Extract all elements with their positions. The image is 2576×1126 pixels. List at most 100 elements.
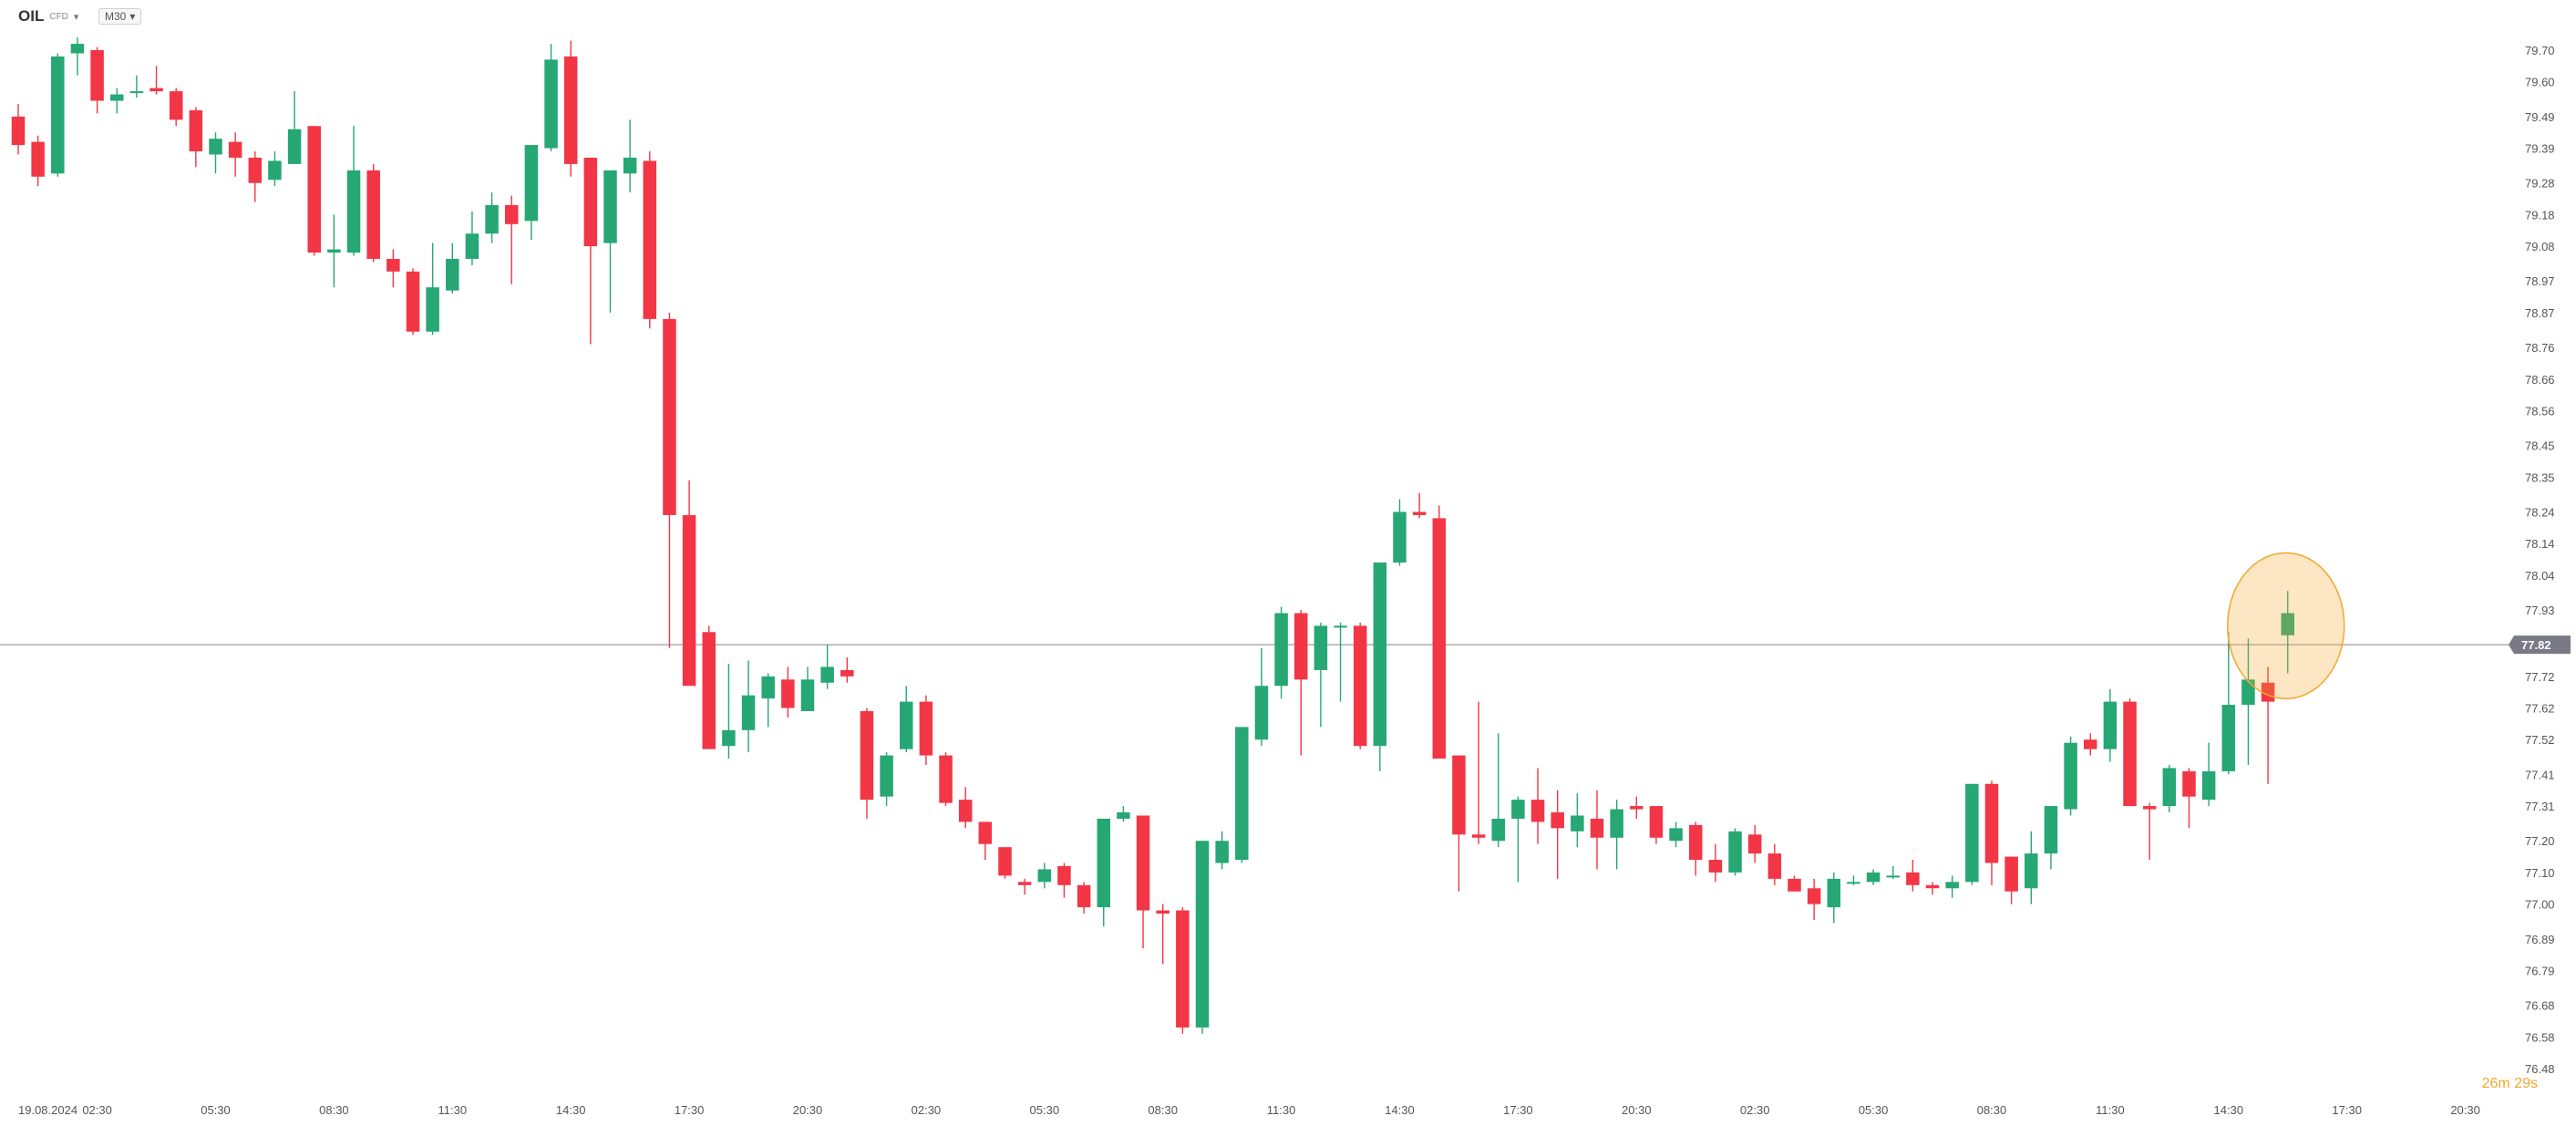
timeframe-label: M30: [105, 10, 127, 23]
candle-body: [1037, 869, 1052, 883]
candle-body: [919, 701, 933, 756]
x-tick-label: 02:30: [912, 1103, 942, 1117]
y-tick-label: 79.60: [2525, 76, 2555, 89]
y-tick-label: 79.70: [2525, 44, 2555, 57]
candle-body: [1590, 818, 1604, 838]
candle-body: [2241, 679, 2255, 706]
candle-body: [1235, 727, 1249, 861]
candle-body: [1491, 818, 1505, 842]
candle-body: [1471, 834, 1486, 838]
y-tick-label: 78.45: [2525, 439, 2555, 453]
x-tick-label: 02:30: [82, 1103, 112, 1117]
candle-body: [939, 755, 953, 803]
candle-body: [31, 141, 45, 177]
current-price-badge: [2509, 635, 2571, 655]
y-tick-label: 79.28: [2525, 177, 2555, 191]
candle-body: [741, 695, 756, 730]
candle-body: [248, 157, 263, 183]
candle-body: [1452, 755, 1466, 835]
candle-body: [563, 56, 578, 164]
candle-body: [781, 679, 795, 708]
candle-body: [2162, 768, 2177, 807]
candle-countdown: 26m 29s: [2481, 1076, 2538, 1091]
candle-body: [1906, 872, 1920, 885]
candle-body: [820, 666, 834, 683]
highlight-circle: [2227, 552, 2345, 700]
candle-body: [1827, 878, 1841, 908]
y-tick-label: 76.48: [2525, 1062, 2555, 1076]
candle-body: [702, 632, 716, 749]
candle-body: [1017, 882, 1032, 885]
x-tick-label: 14:30: [2214, 1103, 2244, 1117]
candle-body: [1788, 878, 1801, 892]
candle-body: [722, 729, 736, 747]
candle-body: [2025, 853, 2038, 889]
candle-body: [70, 44, 85, 54]
timeframe-selector[interactable]: M30 ▾: [98, 8, 142, 25]
candle-body: [583, 157, 598, 247]
x-tick-label: 08:30: [1977, 1103, 2007, 1117]
candle-body: [2044, 806, 2058, 854]
candle-body: [505, 204, 519, 224]
candle-body: [1412, 511, 1427, 515]
candle-body: [406, 271, 420, 332]
candle-body: [1294, 613, 1308, 680]
chevron-down-icon: ▾: [129, 10, 136, 23]
candle-body: [1807, 888, 1821, 904]
y-tick-label: 76.89: [2525, 933, 2555, 946]
x-tick-label: 17:30: [675, 1103, 705, 1117]
candle-body: [189, 109, 203, 152]
candle-body: [446, 258, 459, 291]
x-tick-label: 11:30: [2096, 1103, 2125, 1117]
candle-body: [1215, 841, 1229, 863]
candle-body: [900, 701, 913, 749]
candle-body: [485, 204, 499, 234]
candle-body: [1334, 625, 1347, 628]
candle-body: [51, 56, 65, 174]
candle-body: [129, 91, 144, 94]
candle-body: [287, 129, 302, 164]
instrument-header[interactable]: OIL CFD ▾: [18, 7, 78, 26]
candle-body: [426, 287, 439, 332]
y-tick-label: 79.08: [2525, 240, 2555, 253]
candle-body: [307, 126, 321, 253]
candle-body: [2084, 739, 2097, 749]
symbol-sub-label: CFD: [49, 11, 68, 22]
candle-body: [2201, 770, 2216, 801]
symbol-label: OIL: [18, 7, 45, 25]
candle-body: [663, 318, 676, 515]
candle-body: [2004, 856, 2018, 892]
candle-body: [643, 160, 657, 319]
candle-body: [1747, 834, 1762, 854]
x-tick-label: 08:30: [1148, 1103, 1178, 1117]
x-tick-label: 05:30: [201, 1103, 231, 1117]
y-tick-label: 78.76: [2525, 341, 2555, 355]
candle-body: [958, 800, 973, 822]
y-tick-label: 78.04: [2525, 569, 2555, 583]
y-tick-label: 77.72: [2525, 670, 2555, 684]
candle-body: [169, 91, 183, 120]
candle-body: [1945, 882, 1959, 889]
y-tick-label: 76.79: [2525, 964, 2555, 977]
candle-body: [1176, 910, 1190, 1028]
candle-body: [1530, 800, 1545, 822]
x-tick-label: 08:30: [319, 1103, 349, 1117]
y-tick-label: 79.39: [2525, 142, 2555, 156]
candle-body: [544, 59, 558, 149]
candle-body: [386, 258, 400, 272]
candle-body: [1393, 511, 1406, 563]
candle-body: [1886, 875, 1900, 878]
candle-body: [1649, 806, 1664, 838]
candle-body: [1610, 809, 1623, 838]
candle-body: [2281, 613, 2294, 635]
symbol-dropdown-icon[interactable]: ▾: [73, 11, 79, 23]
candle-body: [1669, 828, 1683, 842]
candle-body: [1314, 625, 1328, 670]
candle-body: [860, 711, 874, 801]
candle-body: [998, 847, 1012, 876]
candle-body: [149, 88, 163, 92]
candle-body: [1925, 884, 1940, 889]
y-tick-label: 77.41: [2525, 768, 2555, 781]
candle-body: [268, 160, 282, 181]
